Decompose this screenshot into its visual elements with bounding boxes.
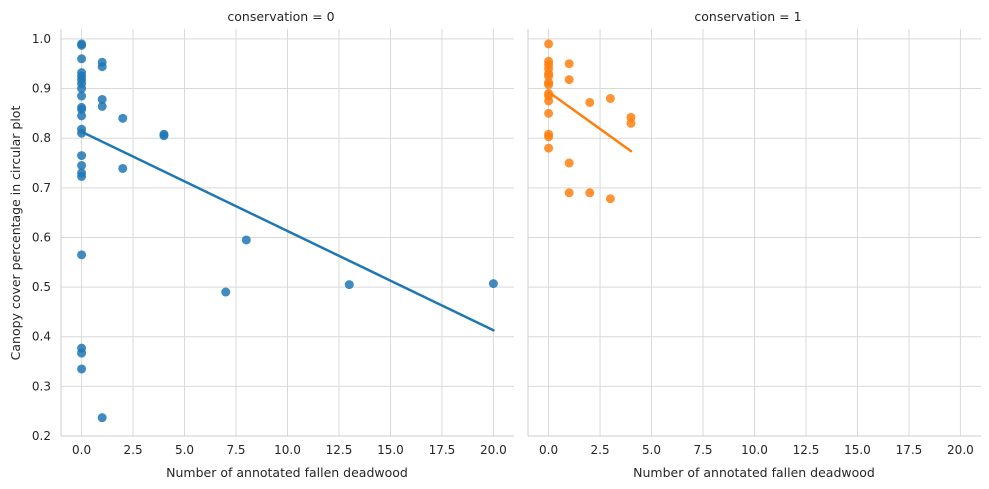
plot-area-panel-1: 0.0 2.5 5.0 7.5 10.0 12.5 15.0 17.5 20.0: [527, 29, 981, 457]
y-tick-label: 0.4: [32, 330, 51, 344]
y-axis-label: Canopy cover percentage in circular plot: [8, 106, 23, 361]
data-point: [544, 132, 554, 142]
regression-line: [547, 90, 633, 153]
panel-title-conservation-1: conservation = 1: [694, 9, 801, 24]
x-tick-label: 17.5: [429, 443, 456, 457]
x-axis-label-panel-1: Number of annotated fallen deadwood: [633, 465, 875, 480]
data-point: [97, 94, 107, 104]
y-tick-label: 0.2: [32, 429, 51, 443]
data-point: [77, 54, 87, 64]
panel-title-conservation-0: conservation = 0: [227, 9, 334, 24]
y-tick-label: 0.9: [32, 82, 51, 96]
x-tick-label: 10.0: [274, 443, 301, 457]
x-tick-label: 20.0: [947, 443, 974, 457]
x-tick-label: 2.5: [124, 443, 143, 457]
data-point: [544, 108, 554, 118]
regression-line: [80, 130, 495, 332]
data-point: [77, 250, 87, 260]
data-point: [221, 287, 231, 297]
y-tick-label: 1.0: [32, 32, 51, 46]
data-point: [77, 91, 87, 101]
data-point: [544, 143, 554, 153]
data-point: [564, 158, 574, 168]
data-point: [626, 118, 636, 128]
data-point: [585, 97, 595, 107]
data-point: [344, 280, 354, 290]
data-point: [605, 194, 615, 204]
y-tick-label: 0.6: [32, 230, 51, 244]
data-point: [159, 131, 169, 141]
data-point: [241, 235, 251, 245]
data-point: [77, 128, 87, 138]
data-point: [97, 101, 107, 111]
x-tick-label: 12.5: [326, 443, 353, 457]
y-tick-label: 0.3: [32, 379, 51, 393]
x-tick-label: 12.5: [793, 443, 820, 457]
data-point: [564, 59, 574, 69]
data-point: [77, 84, 87, 94]
data-point: [585, 188, 595, 198]
data-point: [544, 39, 554, 49]
data-point: [77, 364, 87, 374]
data-point: [77, 104, 87, 114]
data-point: [564, 75, 574, 85]
data-point: [77, 40, 87, 50]
x-tick-label: 5.0: [175, 443, 194, 457]
data-point: [97, 413, 107, 423]
data-point: [77, 171, 87, 181]
panel-conservation-1: conservation = 1 Number of annotated fal…: [633, 9, 875, 480]
x-tick-label: 17.5: [896, 443, 923, 457]
x-tick-label: 2.5: [591, 443, 610, 457]
data-point: [77, 151, 87, 161]
data-point: [77, 348, 87, 358]
x-tick-label: 7.5: [226, 443, 245, 457]
y-tick-label: 0.8: [32, 131, 51, 145]
data-point: [488, 279, 498, 289]
x-tick-label: 0.0: [72, 443, 91, 457]
panel-conservation-0: conservation = 0 Number of annotated fal…: [166, 9, 408, 480]
data-point: [77, 160, 87, 170]
plot-area-panel-0: 0.0 2.5 5.0 7.5 10.0 12.5 15.0 17.5 20.0 0.2 0.3 0.…: [32, 29, 514, 457]
y-tick-label: 0.7: [32, 181, 51, 195]
data-point: [118, 113, 128, 123]
data-point: [544, 96, 554, 106]
data-point: [118, 163, 128, 173]
data-point: [605, 93, 615, 103]
x-tick-label: 7.5: [693, 443, 712, 457]
x-tick-label: 5.0: [642, 443, 661, 457]
x-tick-label: 15.0: [377, 443, 404, 457]
data-point: [77, 111, 87, 121]
y-tick-label: 0.5: [32, 280, 51, 294]
data-point: [544, 80, 554, 90]
data-point: [97, 62, 107, 72]
x-tick-label: 10.0: [741, 443, 768, 457]
x-tick-label: 20.0: [480, 443, 507, 457]
x-tick-label: 15.0: [844, 443, 871, 457]
x-axis-label-panel-0: Number of annotated fallen deadwood: [166, 465, 408, 480]
data-point: [564, 188, 574, 198]
x-tick-label: 0.0: [539, 443, 558, 457]
data-point: [544, 71, 554, 81]
